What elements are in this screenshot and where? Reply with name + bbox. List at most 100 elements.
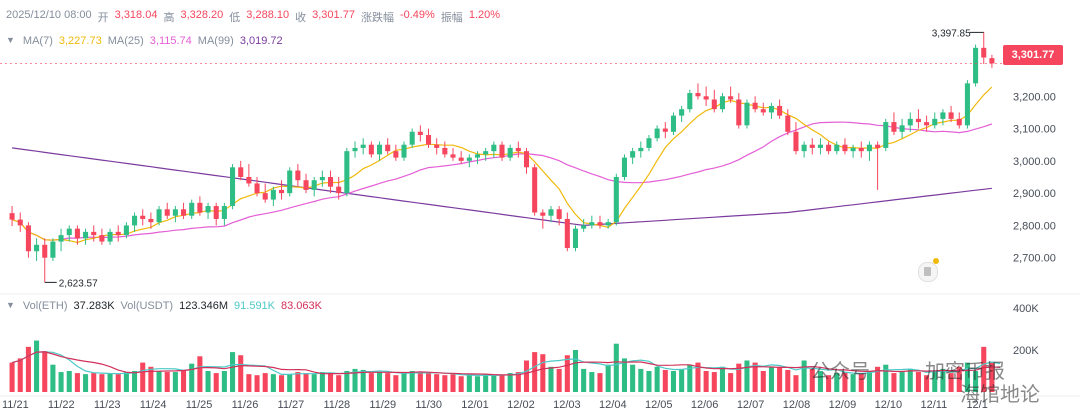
volume-bar [474,376,481,392]
candle-body [768,105,774,113]
candle-body [450,154,456,158]
candle-body [924,122,930,126]
candle-body [499,144,505,158]
x-tick-label: 11/22 [48,399,75,411]
volume-bar [989,362,995,392]
watermark-text-3: 海馆地论 [960,384,1040,406]
candle-body [189,202,195,216]
volume-bar [262,373,268,392]
candle-body [589,222,595,226]
candle-body [630,151,636,158]
volume-bar [295,372,301,392]
volume-bar [319,372,325,392]
candle-body [99,235,105,242]
candle-body [466,157,472,161]
candle-body [834,144,840,152]
open-label: 开 [97,12,109,24]
ma99-value: 3,019.72 [239,35,283,47]
candle-body [752,102,758,110]
volume-bar [148,366,154,392]
volume-bar [107,373,113,392]
volume-bar [556,368,562,392]
candle-body [385,144,391,152]
volume-bar [948,373,954,392]
chart-reset-icon[interactable] [918,262,938,282]
candle-body [172,209,178,216]
vol-eth-value: 37.283K [73,300,115,312]
volume-bar [352,368,358,392]
candle-body [123,225,129,236]
x-tick-label: 12/08 [783,399,811,411]
candle-body [777,105,783,116]
volume-bar [728,373,734,392]
candle-body [246,176,252,184]
candle-body [670,115,677,132]
volume-bar [670,371,677,392]
candle-body [973,47,979,84]
collapse-chevron-icon[interactable]: ▼ [6,35,15,45]
vol-ma-a-value: 91.591K [234,300,276,312]
x-tick-label: 12/05 [645,399,673,411]
volume-bar [499,375,505,392]
candle-body [719,96,725,110]
volume-bar [311,374,317,392]
candle-body [434,144,440,148]
candle-body [483,151,489,155]
watermark-text-1: 公众号 [810,361,870,383]
volume-bar [638,368,644,392]
volume-bar [768,366,774,392]
candle-body [785,115,791,132]
amplitude-label: 振幅 [440,12,463,24]
volume-bar [744,360,750,392]
volume-bar [458,376,464,392]
volume-bar [491,375,497,392]
vol-usdt-label: Vol(USDT) [120,300,174,312]
x-tick-label: 12/03 [553,399,581,411]
candle-body [238,167,244,177]
volume-bar [630,364,636,392]
volume-bar [752,362,758,392]
candle-body [662,128,668,132]
candle-body [156,209,162,223]
volume-bar [360,369,366,392]
x-tick-label: 11/26 [232,399,259,411]
candle-body [442,147,448,155]
volume-bar [9,362,15,392]
volume-bar [327,373,334,392]
candle-body [425,135,432,145]
candle-body [564,218,570,249]
candle-body [409,131,415,145]
volume-bar [213,373,219,392]
candle-body [638,147,644,152]
volume-bar [401,373,407,392]
candle-body [344,151,350,194]
candle-body [866,144,872,152]
volume-bar [466,375,472,392]
candle-body [515,147,521,152]
candle-body [74,228,80,239]
candle-body [58,235,64,242]
low-annotation: 2,623.57 [59,278,98,289]
volume-bar [434,374,440,392]
x-tick-label: 12/09 [829,399,857,411]
volume-bar [654,366,660,392]
y-tick-label: 3,100.00 [1013,124,1056,136]
volume-bar [850,374,856,392]
x-tick-label: 12/06 [691,399,719,411]
candle-body [319,176,325,181]
volume-collapse-chevron-icon[interactable]: ▼ [6,300,15,310]
candle-body [164,209,170,216]
candle-body [711,99,717,110]
candle-body [548,209,554,216]
volume-bar [344,371,350,392]
x-tick-label: 12/02 [507,399,535,411]
volume-bar [99,374,105,392]
ohlc-header: 2025/12/10 08:00 开 3,318.04 高 3,328.20 低… [6,9,500,25]
volume-bar [115,374,121,392]
volume-bar [679,368,685,392]
volume-bar [238,355,244,392]
x-tick-label: 12/10 [875,399,903,411]
volume-bar [393,375,399,392]
candle-body [523,151,530,168]
volume-bar [164,372,170,392]
